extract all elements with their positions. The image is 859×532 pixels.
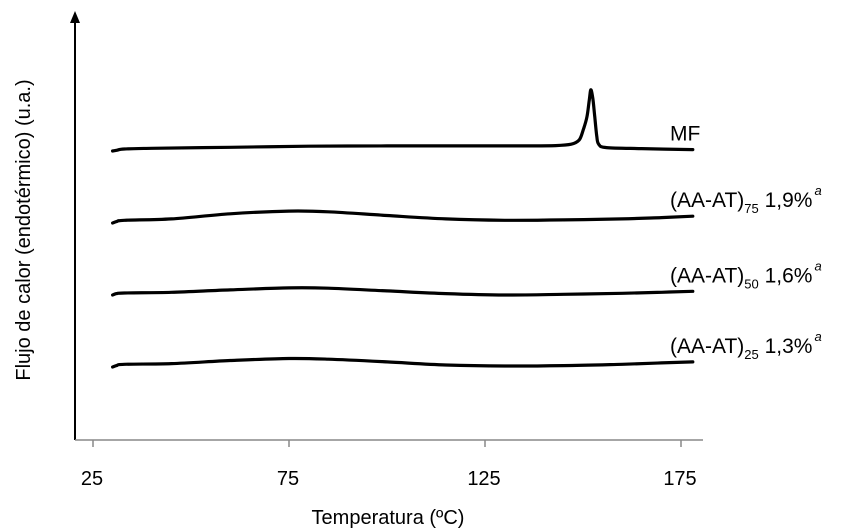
series-line-1 xyxy=(111,209,695,225)
x-tick-label: 125 xyxy=(467,468,500,490)
series-line-0 xyxy=(111,88,695,153)
series-label-3: (AA-AT)25 1,3% a xyxy=(670,329,822,362)
axes xyxy=(70,11,703,441)
y-axis-title: Flujo de calor (endotérmico) (u.a.) xyxy=(13,79,35,380)
series-line-3 xyxy=(111,356,695,369)
x-axis-title: Temperatura (ºC) xyxy=(312,507,465,529)
x-tick-label: 25 xyxy=(81,468,103,490)
series-label-2: (AA-AT)50 1,6% a xyxy=(670,258,822,291)
series-label-0: MF xyxy=(670,123,700,146)
series-label-1: (AA-AT)75 1,9% a xyxy=(670,183,822,216)
series-labels: MF (AA-AT)75 1,9% a (AA-AT)50 1,6% a (AA-AT)2… xyxy=(670,123,822,362)
x-tick-label: 75 xyxy=(277,468,299,490)
x-tick-label: 175 xyxy=(663,468,696,490)
x-ticks: 25 75 125 175 xyxy=(81,440,697,490)
series-line-2 xyxy=(111,286,695,297)
series-lines xyxy=(111,88,695,369)
